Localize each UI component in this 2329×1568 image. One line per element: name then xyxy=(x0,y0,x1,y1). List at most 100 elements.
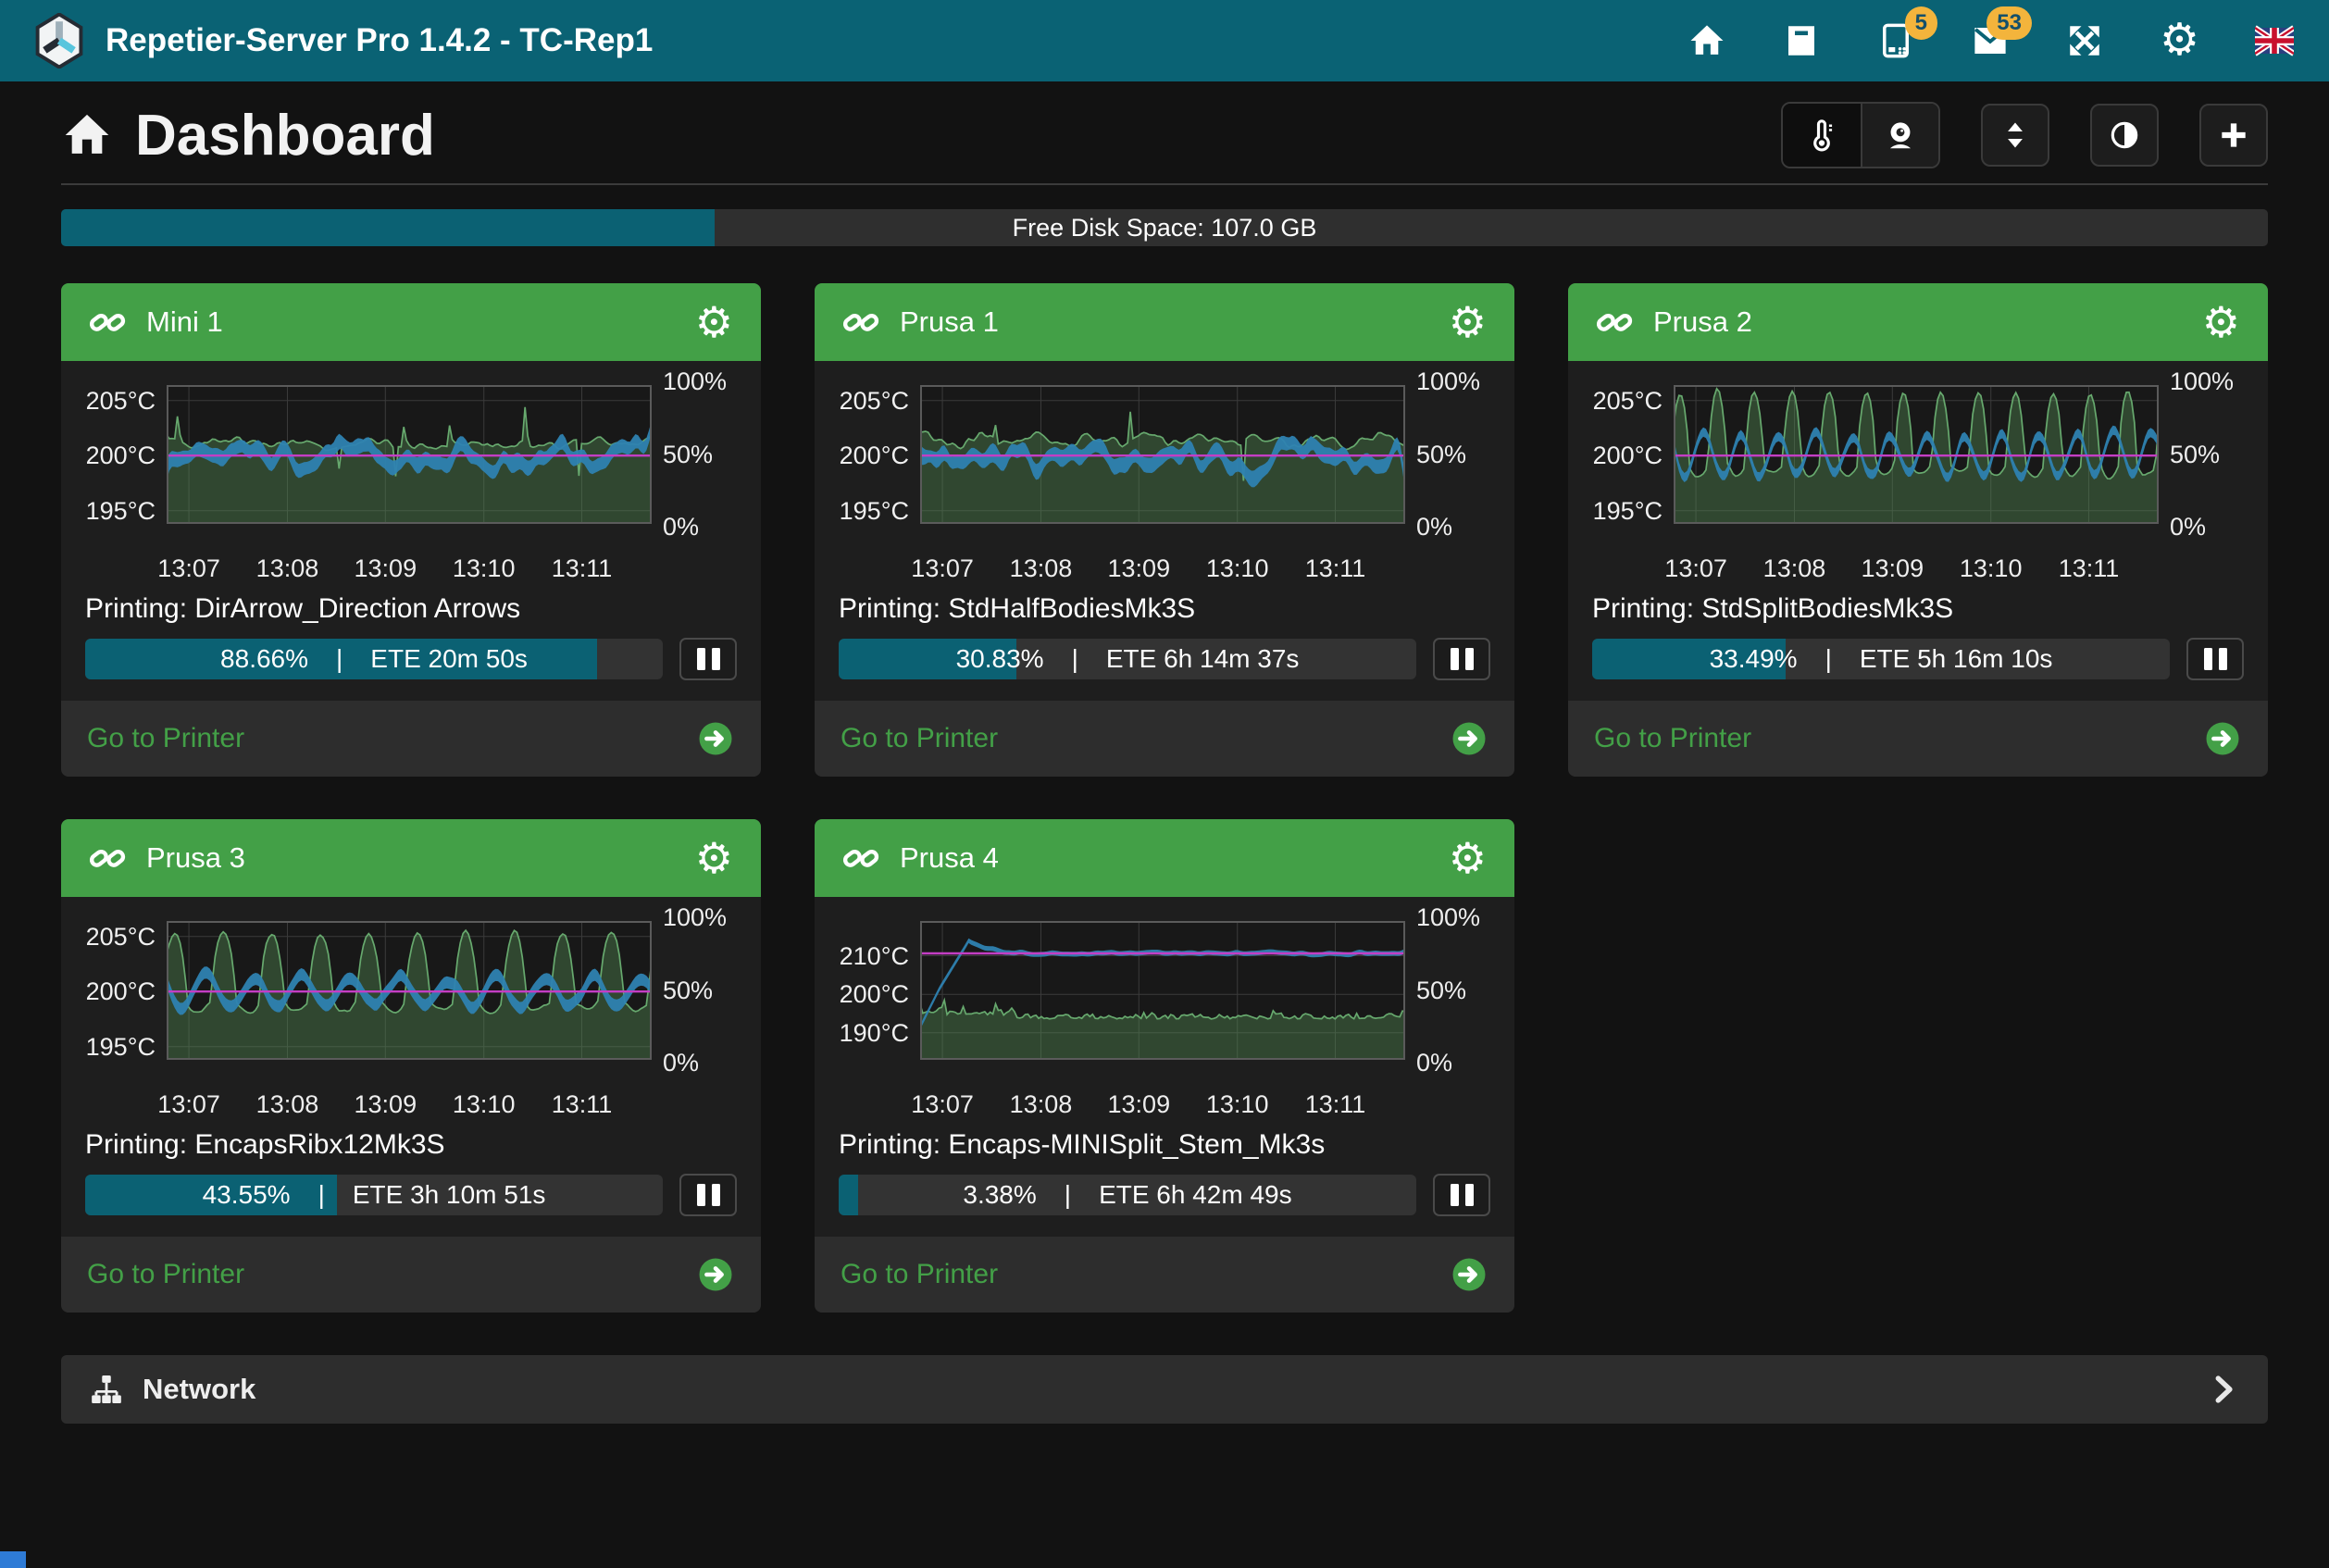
printer-card-body: 205°C 200°C 195°C 100% 50% 0% 13:07 13:08 13:0… xyxy=(815,361,1514,701)
pause-button[interactable] xyxy=(1433,1174,1490,1216)
job-label: Printing: Encaps-MINISplit_Stem_Mk3s xyxy=(839,1129,1326,1160)
print-progress-label: 33.49% | ETE 5h 16m 10s xyxy=(1709,644,2053,673)
go-to-printer-link[interactable]: Go to Printer xyxy=(61,701,761,777)
print-progress-label: 30.83% | ETE 6h 14m 37s xyxy=(955,644,1300,673)
printer-card: Mini 1 ⚙ 205°C 200°C 195°C 100% 50% 0% 13:07… xyxy=(61,283,761,777)
messages-icon[interactable]: 53 xyxy=(1971,6,2032,60)
go-to-printer-link[interactable]: Go to Printer xyxy=(1568,701,2268,777)
printer-name: Prusa 1 xyxy=(900,305,999,338)
printer-settings-icon[interactable]: ⚙ xyxy=(694,834,733,882)
link-icon xyxy=(89,304,126,341)
arrow-right-icon xyxy=(1450,719,1488,758)
go-to-printer-link[interactable]: Go to Printer xyxy=(61,1237,761,1313)
printer-settings-icon[interactable]: ⚙ xyxy=(694,298,733,346)
go-to-printer-label: Go to Printer xyxy=(1594,723,1752,753)
printer-card-header[interactable]: Prusa 3 ⚙ xyxy=(61,819,761,897)
navbar-icons: 5 53 ⚙ xyxy=(1688,6,2294,65)
print-progress-bar: 43.55% | ETE 3h 10m 51s xyxy=(85,1175,663,1215)
chevron-right-icon xyxy=(2215,1375,2233,1403)
temp-axis-labels: 205°C 200°C 195°C xyxy=(85,922,156,1061)
printer-settings-icon[interactable]: ⚙ xyxy=(1448,834,1487,882)
webcam-toggle-button[interactable] xyxy=(1861,104,1938,167)
percent-axis-labels: 100% 50% 0% xyxy=(663,367,728,541)
print-progress-fill xyxy=(1592,639,1786,679)
printer-card: Prusa 1 ⚙ 205°C 200°C 195°C 100% 50% 0% 13:0… xyxy=(815,283,1514,777)
print-progress-bar: 33.49% | ETE 5h 16m 10s xyxy=(1592,639,2170,679)
printer-card: Prusa 4 ⚙ 210°C 200°C 190°C 100% 50% 0% 13:0… xyxy=(815,819,1514,1313)
printer-card-body: 205°C 200°C 195°C 100% 50% 0% 13:07 13:08 13:0… xyxy=(1568,361,2268,701)
scroll-artifact xyxy=(0,1551,26,1568)
print-progress-bar: 88.66% | ETE 20m 50s xyxy=(85,639,663,679)
percent-axis-labels: 100% 50% 0% xyxy=(1416,903,1481,1076)
contrast-button[interactable] xyxy=(2090,104,2159,167)
print-progress-bar: 3.38% | ETE 6h 42m 49s xyxy=(839,1175,1416,1215)
arrow-right-icon xyxy=(696,719,735,758)
pause-button[interactable] xyxy=(2186,638,2244,680)
job-label: Printing: EncapsRibx12Mk3S xyxy=(85,1129,445,1160)
print-progress-fill xyxy=(839,1175,859,1215)
printer-card-header[interactable]: Mini 1 ⚙ xyxy=(61,283,761,361)
devices-badge: 5 xyxy=(1904,6,1937,40)
printer-name: Prusa 4 xyxy=(900,841,999,874)
dashboard-actions xyxy=(1781,102,2268,168)
settings-icon[interactable]: ⚙ xyxy=(2159,16,2199,65)
arrow-right-icon xyxy=(2203,719,2242,758)
print-progress-label: 88.66% | ETE 20m 50s xyxy=(220,644,528,673)
temperature-chart xyxy=(1674,385,2159,524)
go-to-printer-link[interactable]: Go to Printer xyxy=(815,701,1514,777)
archive-icon[interactable] xyxy=(1782,21,1821,60)
expand-icon[interactable] xyxy=(2065,21,2104,60)
pause-button[interactable] xyxy=(1433,638,1490,680)
printer-settings-icon[interactable]: ⚙ xyxy=(1448,298,1487,346)
job-label: Printing: StdHalfBodiesMk3S xyxy=(839,593,1196,624)
go-to-printer-label: Go to Printer xyxy=(841,1259,999,1289)
time-axis-labels: 13:07 13:08 13:09 13:10 13:11 xyxy=(157,1090,613,1118)
go-to-printer-label: Go to Printer xyxy=(841,723,999,753)
temp-axis-labels: 210°C 200°C 190°C xyxy=(839,941,909,1047)
temperature-chart xyxy=(167,921,652,1060)
temperature-chart xyxy=(920,385,1405,524)
temp-axis-labels: 205°C 200°C 195°C xyxy=(85,386,156,525)
main-content: Dashboard xyxy=(0,102,2329,1424)
link-icon xyxy=(842,840,879,877)
printer-card-body: 210°C 200°C 190°C 100% 50% 0% 13:07 13:08 13:0… xyxy=(815,897,1514,1237)
sort-button[interactable] xyxy=(1981,104,2049,167)
print-progress-label: 3.38% | ETE 6h 42m 49s xyxy=(963,1180,1292,1209)
link-icon xyxy=(1596,304,1633,341)
network-label: Network xyxy=(143,1373,256,1405)
devices-icon[interactable]: 5 xyxy=(1876,6,1937,60)
printer-name: Mini 1 xyxy=(146,305,223,338)
pause-button[interactable] xyxy=(679,1174,737,1216)
thermometer-toggle-button[interactable] xyxy=(1783,104,1861,167)
network-icon xyxy=(92,1375,121,1404)
temp-axis-labels: 205°C 200°C 195°C xyxy=(1592,386,1663,525)
temperature-chart xyxy=(167,385,652,524)
time-axis-labels: 13:07 13:08 13:09 13:10 13:11 xyxy=(911,554,1366,582)
printer-card: Prusa 2 ⚙ 205°C 200°C 195°C 100% 50% 0% 13:0… xyxy=(1568,283,2268,777)
printer-card-header[interactable]: Prusa 2 ⚙ xyxy=(1568,283,2268,361)
header-divider xyxy=(61,183,2268,185)
messages-badge: 53 xyxy=(1986,6,2032,40)
pause-button[interactable] xyxy=(679,638,737,680)
time-axis-labels: 13:07 13:08 13:09 13:10 13:11 xyxy=(911,1090,1366,1118)
print-progress-label: 43.55% | ETE 3h 10m 51s xyxy=(202,1180,546,1209)
go-to-printer-link[interactable]: Go to Printer xyxy=(815,1237,1514,1313)
printer-settings-icon[interactable]: ⚙ xyxy=(2201,298,2240,346)
job-label: Printing: DirArrow_Direction Arrows xyxy=(85,593,521,624)
home-icon[interactable] xyxy=(1688,21,1726,60)
printer-card-body: 205°C 200°C 195°C 100% 50% 0% 13:07 13:08 13:0… xyxy=(61,361,761,701)
printer-grid: Mini 1 ⚙ 205°C 200°C 195°C 100% 50% 0% 13:07… xyxy=(61,283,2268,1313)
arrow-right-icon xyxy=(696,1255,735,1294)
page-header: Dashboard xyxy=(61,102,2268,168)
percent-axis-labels: 100% 50% 0% xyxy=(2170,367,2235,541)
disk-space-bar: Free Disk Space: 107.0 GB xyxy=(61,209,2268,246)
print-progress-fill xyxy=(839,639,1017,679)
printer-name: Prusa 2 xyxy=(1653,305,1752,338)
network-panel[interactable]: Network xyxy=(61,1355,2268,1424)
print-progress-fill xyxy=(85,1175,337,1215)
printer-card-header[interactable]: Prusa 4 ⚙ xyxy=(815,819,1514,897)
add-printer-button[interactable] xyxy=(2199,104,2268,167)
printer-card-header[interactable]: Prusa 1 ⚙ xyxy=(815,283,1514,361)
language-flag-icon[interactable] xyxy=(2255,21,2294,60)
percent-axis-labels: 100% 50% 0% xyxy=(663,903,728,1076)
